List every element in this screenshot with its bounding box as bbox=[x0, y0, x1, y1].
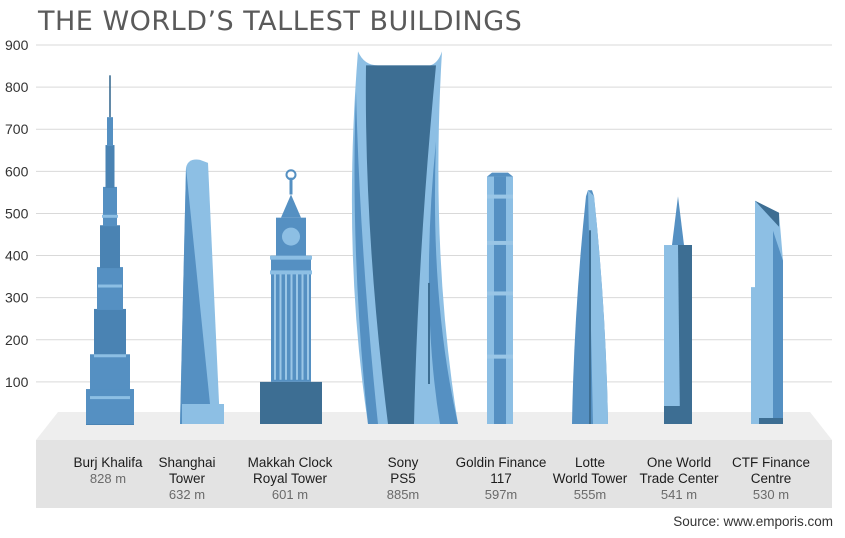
makkah-clock-face bbox=[282, 227, 300, 246]
makkah-column-0 bbox=[274, 272, 276, 380]
makkah-podium bbox=[260, 381, 322, 424]
source-note: Source: www.emporis.com bbox=[673, 514, 833, 529]
y-tick-400: 400 bbox=[5, 248, 29, 264]
label-name-one-world-trade-center-1: Trade Center bbox=[639, 471, 719, 486]
label-name-burj-khalifa-0: Burj Khalifa bbox=[73, 455, 143, 470]
owtc-base bbox=[664, 406, 692, 424]
building-burj-khalifa bbox=[86, 75, 134, 425]
ctf-base bbox=[759, 418, 783, 424]
building-ctf-finance-centre bbox=[751, 200, 783, 424]
burj-tier-6 bbox=[105, 145, 115, 188]
building-goldin-finance-117 bbox=[487, 172, 513, 424]
buildings bbox=[86, 51, 783, 425]
y-tick-500: 500 bbox=[5, 205, 29, 221]
building-shanghai-tower bbox=[180, 159, 224, 424]
label-height-lotte-world-tower: 555m bbox=[574, 487, 607, 502]
ps5-right-fin bbox=[428, 141, 458, 425]
makkah-column-6 bbox=[307, 272, 309, 380]
building-sony-ps5 bbox=[351, 51, 458, 425]
label-name-ctf-finance-centre-0: CTF Finance bbox=[732, 455, 810, 470]
makkah-column-4 bbox=[296, 272, 298, 380]
makkah-band-0 bbox=[270, 270, 312, 275]
label-height-one-world-trade-center: 541 m bbox=[661, 487, 697, 502]
burj-spire bbox=[109, 75, 111, 118]
y-tick-300: 300 bbox=[5, 290, 29, 306]
ctf-crown bbox=[755, 200, 779, 227]
label-name-sony-ps5-0: Sony bbox=[388, 455, 419, 470]
makkah-column-5 bbox=[301, 272, 304, 380]
label-height-sony-ps5: 885m bbox=[387, 487, 420, 502]
chart-title: THE WORLD’S TALLEST BUILDINGS bbox=[38, 6, 523, 37]
burj-tier-5 bbox=[103, 186, 117, 227]
y-tick-100: 100 bbox=[5, 374, 29, 390]
burj-band-0 bbox=[90, 396, 130, 400]
label-height-makkah-clock-royal-tower: 601 m bbox=[272, 487, 308, 502]
goldin-crown bbox=[487, 172, 513, 177]
goldin-band-2 bbox=[487, 291, 513, 296]
makkah-column-1 bbox=[279, 272, 282, 380]
y-axis-ticks: 100 200 300 400 500 600 700 800 900 bbox=[5, 37, 29, 390]
goldin-core bbox=[494, 176, 506, 424]
ps5-core bbox=[365, 65, 436, 425]
y-tick-900: 900 bbox=[5, 37, 29, 53]
ctf-facet bbox=[773, 230, 783, 424]
makkah-spire bbox=[289, 177, 293, 195]
owtc-facet bbox=[678, 245, 692, 424]
burj-band-3 bbox=[102, 214, 118, 218]
building-lotte-world-tower bbox=[572, 190, 608, 424]
label-height-shanghai-tower: 632 m bbox=[169, 487, 205, 502]
makkah-roof bbox=[281, 194, 301, 218]
building-makkah-clock-tower bbox=[260, 169, 322, 424]
goldin-band-3 bbox=[487, 354, 513, 359]
y-tick-200: 200 bbox=[5, 332, 29, 348]
y-tick-800: 800 bbox=[5, 79, 29, 95]
label-name-goldin-finance-117-0: Goldin Finance bbox=[456, 455, 547, 470]
shanghai-twist bbox=[180, 167, 210, 424]
label-name-one-world-trade-center-0: One World bbox=[647, 455, 711, 470]
makkah-column-3 bbox=[290, 272, 293, 380]
goldin-band-1 bbox=[487, 240, 513, 245]
burj-tier-4 bbox=[100, 225, 120, 269]
label-name-makkah-clock-royal-tower-1: Royal Tower bbox=[253, 471, 328, 486]
makkah-column-2 bbox=[285, 272, 287, 380]
burj-tier-3 bbox=[97, 267, 123, 310]
label-name-lotte-world-tower-0: Lotte bbox=[575, 455, 605, 470]
label-name-lotte-world-tower-1: World Tower bbox=[553, 471, 628, 486]
makkah-band-1 bbox=[270, 255, 312, 260]
label-name-goldin-finance-117-1: 117 bbox=[490, 471, 512, 486]
ground-top bbox=[36, 412, 832, 440]
label-name-makkah-clock-royal-tower-0: Makkah Clock bbox=[248, 455, 333, 470]
burj-tier-1 bbox=[90, 354, 130, 391]
shanghai-podium bbox=[182, 404, 224, 424]
lotte-seam bbox=[589, 230, 591, 424]
ps5-left-fin bbox=[354, 91, 378, 425]
ps5-line bbox=[428, 282, 430, 384]
goldin-band-0 bbox=[487, 194, 513, 199]
ground-band bbox=[36, 412, 832, 508]
building-one-world-trade-center bbox=[664, 196, 692, 424]
label-height-ctf-finance-centre: 530 m bbox=[753, 487, 789, 502]
burj-tier-7 bbox=[107, 117, 113, 147]
lotte-highlight bbox=[588, 190, 608, 424]
label-name-sony-ps5-1: PS5 bbox=[390, 471, 416, 486]
burj-base bbox=[86, 389, 134, 424]
label-height-goldin-finance-117: 597m bbox=[485, 487, 518, 502]
y-tick-700: 700 bbox=[5, 121, 29, 137]
burj-tier-2 bbox=[94, 308, 126, 356]
label-name-shanghai-tower-0: Shanghai bbox=[158, 455, 215, 470]
y-tick-600: 600 bbox=[5, 163, 29, 179]
burj-band-1 bbox=[94, 354, 126, 358]
ground-front bbox=[36, 440, 832, 508]
label-name-ctf-finance-centre-1: Centre bbox=[751, 471, 792, 486]
label-height-burj-khalifa: 828 m bbox=[90, 471, 126, 486]
burj-band-2 bbox=[98, 284, 122, 288]
owtc-spire bbox=[672, 196, 684, 246]
label-name-shanghai-tower-1: Tower bbox=[169, 471, 206, 486]
makkah-crescent bbox=[285, 169, 297, 181]
